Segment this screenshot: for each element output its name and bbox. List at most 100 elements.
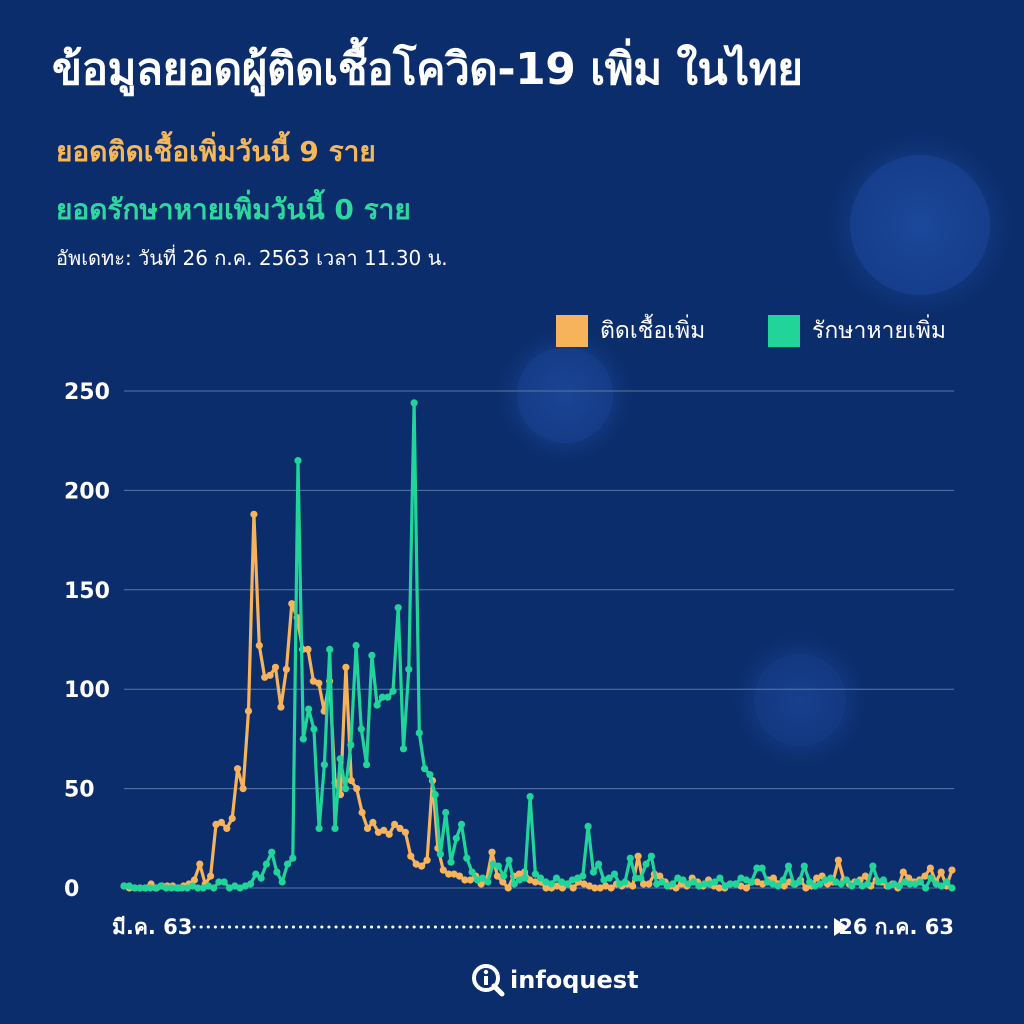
data-point	[436, 850, 444, 858]
data-point	[937, 868, 945, 876]
data-point	[647, 852, 656, 860]
data-point	[445, 870, 453, 878]
data-point	[626, 854, 634, 862]
data-point	[336, 755, 344, 763]
data-point	[758, 864, 766, 872]
data-point	[629, 882, 637, 890]
data-point	[299, 735, 307, 743]
data-point	[484, 878, 492, 886]
data-point	[690, 878, 698, 886]
data-point	[277, 703, 285, 711]
data-point	[212, 820, 220, 829]
data-point	[380, 826, 388, 834]
data-point	[591, 884, 599, 892]
data-point	[394, 604, 402, 612]
data-point	[853, 878, 861, 886]
data-point	[879, 876, 888, 884]
data-point	[861, 872, 870, 880]
x-axis-start-label: มี.ค. 63	[112, 915, 192, 939]
data-point	[922, 884, 930, 892]
data-point	[806, 878, 814, 886]
data-point	[369, 818, 377, 827]
series-line	[123, 512, 954, 890]
data-point	[289, 854, 297, 862]
data-point	[656, 872, 664, 880]
data-point	[552, 874, 561, 882]
y-tick-label: 250	[64, 380, 110, 405]
data-point	[848, 882, 856, 890]
data-point	[488, 848, 496, 856]
data-point	[602, 882, 610, 890]
data-point	[120, 882, 128, 890]
data-point	[250, 510, 258, 518]
data-point	[146, 884, 154, 892]
data-point	[363, 761, 371, 769]
data-point	[412, 860, 420, 868]
data-point	[266, 671, 274, 679]
data-point	[373, 701, 381, 709]
data-point	[779, 876, 787, 884]
data-point	[173, 884, 181, 892]
data-point	[515, 870, 523, 878]
data-point	[679, 876, 687, 884]
data-point	[252, 870, 260, 878]
infoquest-logo-icon	[472, 964, 505, 997]
data-point	[228, 814, 236, 823]
y-tick-label: 150	[64, 579, 110, 604]
data-point	[374, 828, 382, 836]
data-point	[223, 824, 231, 833]
data-point	[753, 878, 761, 886]
data-point	[639, 880, 648, 888]
data-point	[273, 868, 281, 876]
data-point	[442, 808, 450, 817]
x-axis-end-label: 26 ก.ค. 63	[838, 915, 954, 939]
legend-label-infected: ติดเชื้อเพิ่ม	[600, 318, 706, 344]
data-point	[926, 864, 935, 872]
data-point	[589, 868, 598, 876]
data-point	[542, 884, 550, 892]
data-point	[621, 878, 629, 886]
data-point	[384, 693, 392, 701]
data-point	[257, 874, 265, 882]
data-point	[255, 641, 263, 650]
data-point	[795, 878, 803, 886]
data-point	[407, 852, 415, 860]
data-point	[326, 645, 334, 654]
data-point	[769, 874, 778, 882]
data-point	[196, 860, 204, 868]
data-point	[505, 856, 513, 864]
data-point	[948, 866, 956, 874]
updated-timestamp: อัพเดทะ: วันที่ 26 ก.ค. 2563 เวลา 11.30 …	[56, 246, 448, 270]
data-point	[895, 882, 903, 890]
data-point	[837, 880, 845, 888]
data-point	[774, 882, 782, 890]
legend-swatch-infected	[556, 315, 588, 347]
data-point	[585, 882, 594, 890]
data-point	[645, 880, 653, 888]
data-point	[244, 707, 253, 715]
data-point	[331, 824, 339, 833]
data-point	[141, 884, 149, 892]
data-point	[906, 880, 914, 888]
data-point	[391, 820, 399, 829]
data-point	[642, 860, 650, 868]
data-point	[479, 874, 487, 882]
brand-logo: infoquest	[470, 962, 639, 998]
legend-swatch-recovered	[768, 315, 800, 347]
y-tick-label: 50	[64, 778, 95, 803]
data-point	[130, 884, 139, 892]
data-point	[396, 824, 404, 833]
data-point	[493, 872, 501, 880]
data-point	[357, 725, 365, 733]
data-point	[401, 828, 409, 836]
data-point	[742, 884, 751, 892]
data-point	[410, 399, 418, 407]
data-point	[916, 878, 925, 886]
data-point	[320, 761, 328, 769]
data-point	[500, 872, 508, 880]
data-point	[353, 785, 361, 793]
data-point	[452, 834, 460, 842]
y-axis-ticks: 0 50 100 150 200 250	[64, 380, 110, 902]
data-point	[234, 765, 242, 773]
